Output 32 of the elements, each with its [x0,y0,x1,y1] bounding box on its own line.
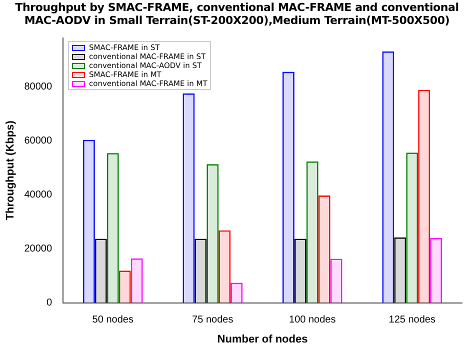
bar [318,196,330,303]
bar [194,238,207,303]
bar [82,140,95,303]
x-tick-label: 125 nodes [388,314,436,326]
bar [294,238,306,303]
bar [306,161,318,303]
x-tick-label: 75 nodes [192,314,234,326]
bar [106,153,119,303]
y-axis-title: Throughput (Kbps) [4,120,17,220]
bar [282,72,294,303]
y-tick-label: 60000 [24,135,52,146]
bar [206,164,219,303]
bar [394,237,406,303]
bar [382,52,394,303]
bar [130,258,143,303]
chart-title: Throughput by SMAC-FRAME, conventional MAC-FRAME and conventional MAC-AODV in Small Terrain(ST-200X200),Medium Terrain(MT-500X500) [14,0,460,29]
bar [218,230,231,303]
bar [418,90,430,303]
bar [430,238,442,303]
y-tick-label: 80000 [24,81,52,92]
bar [330,258,342,303]
bar [182,93,195,303]
y-tick-label: 0 [46,298,52,309]
x-tick-label: 50 nodes [92,314,134,326]
y-tick-label: 20000 [24,244,52,255]
bar [406,152,418,303]
bar [230,282,243,303]
y-tick-label: 40000 [24,189,52,200]
x-tick-label: 100 nodes [289,314,336,326]
x-axis-title: Number of nodes [217,333,308,346]
bar [118,270,131,303]
bar [94,238,107,303]
